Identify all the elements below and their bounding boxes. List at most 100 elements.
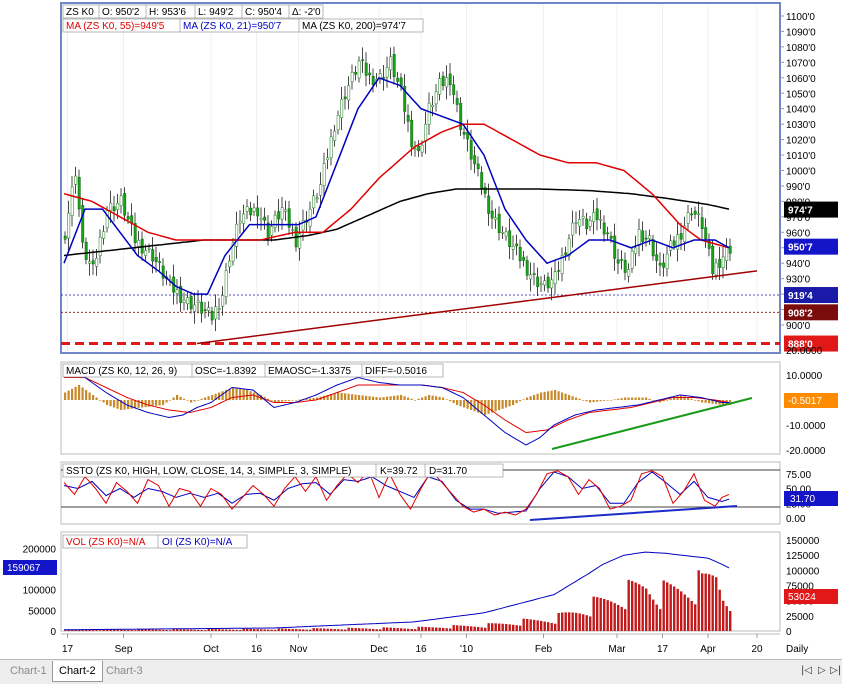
macd-hist-bar [613, 399, 616, 400]
tab-chart-3[interactable]: Chart-3 [106, 665, 143, 677]
period-label[interactable]: Daily [786, 644, 808, 655]
macd-hist-bar [575, 397, 578, 400]
price-panel[interactable]: ZS K0 O: 950'2 H: 953'6 L: 949'2 C: 950'… [60, 2, 838, 354]
candle-body [480, 172, 484, 189]
candle-body [525, 260, 529, 276]
tab-chart-2[interactable]: Chart-2 [52, 661, 103, 682]
macd-panel[interactable]: MACD (ZS K0, 12, 26, 9) OSC=-1.8392 EMAO… [60, 346, 838, 457]
macd-hist-bar [414, 400, 417, 401]
candle-body [210, 311, 214, 321]
volume-bar [218, 629, 221, 631]
price-tag-box [784, 304, 838, 321]
candle-body [452, 84, 456, 95]
price-tick-label: 1070'0 [786, 58, 816, 69]
candle-body [116, 203, 120, 210]
volume-bar [477, 627, 480, 631]
candle-body [494, 217, 498, 220]
volume-bar [547, 622, 550, 631]
volume-bar [200, 629, 203, 631]
time-axis[interactable]: 17 Sep Oct 16 Nov Dec 16 '10 Feb Mar 17 Apr 20 [61, 633, 780, 655]
macd-trendline[interactable] [551, 397, 753, 450]
tab-scroll-end-icon[interactable]: ▷| [830, 665, 842, 676]
candle-body [658, 262, 662, 266]
tab-scroll-left-icon[interactable]: |◁ [801, 665, 813, 676]
volume-bar [221, 629, 224, 631]
candle-body [81, 205, 85, 243]
macd-hist-bar [239, 388, 242, 400]
volume-bar [365, 628, 368, 631]
candle-body [217, 308, 221, 311]
volume-bar [575, 612, 578, 631]
candle-body [350, 71, 354, 83]
macd-hist-bar [165, 400, 168, 403]
candle-body [396, 77, 400, 82]
volume-bar [211, 629, 214, 631]
volume-bar [449, 628, 452, 631]
candle-body [371, 76, 375, 86]
candle-body [469, 140, 473, 160]
price-tick-label: 960'0 [786, 228, 811, 239]
volume-bar [291, 628, 294, 631]
candle-body [560, 255, 564, 274]
volume-bar [666, 582, 669, 631]
macd-hist-bar [393, 395, 396, 400]
volume-right-tick-label: 125000 [786, 551, 820, 562]
candle-body [214, 306, 218, 320]
candle-body [508, 230, 512, 248]
macd-hist-bar [494, 400, 497, 412]
candle-body [91, 260, 95, 265]
x-tick-label: Oct [203, 644, 219, 655]
candle-body [518, 246, 522, 262]
candle-body [154, 257, 158, 262]
candle-body [725, 247, 729, 261]
price-trendline[interactable] [196, 270, 758, 345]
volume-bar [564, 612, 567, 631]
volume-bar [137, 629, 140, 631]
macd-hist-bar [519, 400, 522, 402]
macd-hist-bar [130, 400, 133, 409]
volume-bar [64, 630, 67, 631]
price-tick-label: 1000'0 [786, 167, 816, 178]
macd-hist-bar [648, 398, 651, 400]
candle-body [641, 230, 645, 243]
macd-hist-bar [67, 390, 70, 400]
volume-bar [466, 626, 469, 631]
tab-scroll-right-icon[interactable]: ▷ [818, 665, 826, 676]
candle-body [382, 77, 386, 79]
volume-bar [389, 627, 392, 631]
tab-chart-1[interactable]: Chart-1 [10, 665, 47, 677]
macd-hist-bar [183, 398, 186, 400]
volume-bar [337, 629, 340, 631]
volume-bar [463, 625, 466, 631]
volume-panel[interactable]: VOL (ZS K0)=N/A OI (ZS K0)=N/A 200000 150… [3, 531, 838, 638]
volume-bar [557, 612, 560, 631]
stoch-tick-label: 50.00 [786, 485, 811, 496]
volume-bar [74, 629, 77, 631]
macd-hist-bar [662, 400, 665, 402]
macd-hist-bar [708, 400, 711, 404]
volume-bar [540, 620, 543, 631]
macd-hist-bar [669, 398, 672, 400]
stochastic-panel[interactable]: SSTO (ZS K0, HIGH, LOW, CLOSE, 14, 3, SI… [60, 461, 838, 525]
candle-body [585, 218, 589, 229]
macd-hist-bar [449, 400, 452, 402]
candle-body [487, 195, 491, 214]
open-interest-line [64, 551, 730, 631]
macd-hist-bar [312, 397, 315, 400]
stoch-trendline[interactable] [529, 505, 738, 521]
macd-hist-bar [491, 400, 494, 413]
volume-right-tag-label: 53024 [788, 592, 816, 603]
candle-body [392, 54, 396, 78]
candle-body [259, 217, 263, 221]
candle-body [721, 256, 725, 268]
candle-body [77, 177, 81, 210]
ma-legend: MA (ZS K0, 55)=949'5 MA (ZS K0, 21)=950'… [62, 18, 424, 33]
volume-bar [284, 628, 287, 631]
candle-body [410, 119, 414, 147]
volume-bar [298, 629, 301, 631]
volume-bar [417, 626, 420, 631]
candle-body [84, 241, 88, 260]
candle-body [441, 75, 445, 86]
candle-body [133, 223, 137, 244]
candle-body [417, 145, 421, 152]
